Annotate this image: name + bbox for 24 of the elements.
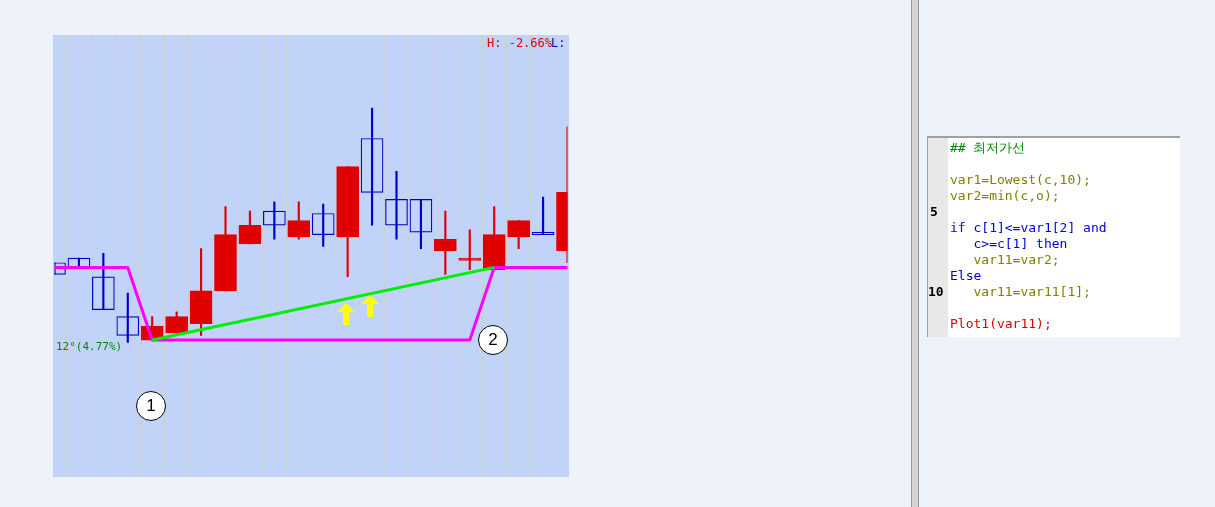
text: var2=min(c,o);: [950, 188, 1060, 204]
text: if c[1]<=var1[2] and: [950, 220, 1107, 236]
text: var11=var2;: [972, 252, 1060, 268]
candlestick: [360, 107, 384, 226]
text: var1=Lowest(c,10);: [950, 172, 1091, 188]
text: ## 최저가선: [950, 140, 1026, 156]
text: Else: [950, 268, 982, 284]
annotation: 12°(4.77%): [56, 340, 123, 353]
candlestick: [287, 201, 311, 240]
text: L:: [551, 36, 566, 50]
text: var11=var11[1];: [972, 284, 1091, 300]
candlestick: [458, 229, 482, 271]
text: H: -2.66%: [487, 36, 553, 50]
candlestick: [507, 220, 530, 249]
candlestick: [214, 206, 237, 292]
candlestick: [311, 203, 335, 247]
text: 5: [930, 204, 938, 220]
text: 10: [928, 284, 944, 300]
candlestick: [116, 292, 140, 343]
text: Plot1(var11);: [950, 316, 1052, 332]
candlestick: [531, 196, 555, 235]
text: 1: [136, 391, 166, 421]
annotation: 2: [478, 325, 508, 355]
text: c>=c[1] then: [972, 236, 1068, 252]
